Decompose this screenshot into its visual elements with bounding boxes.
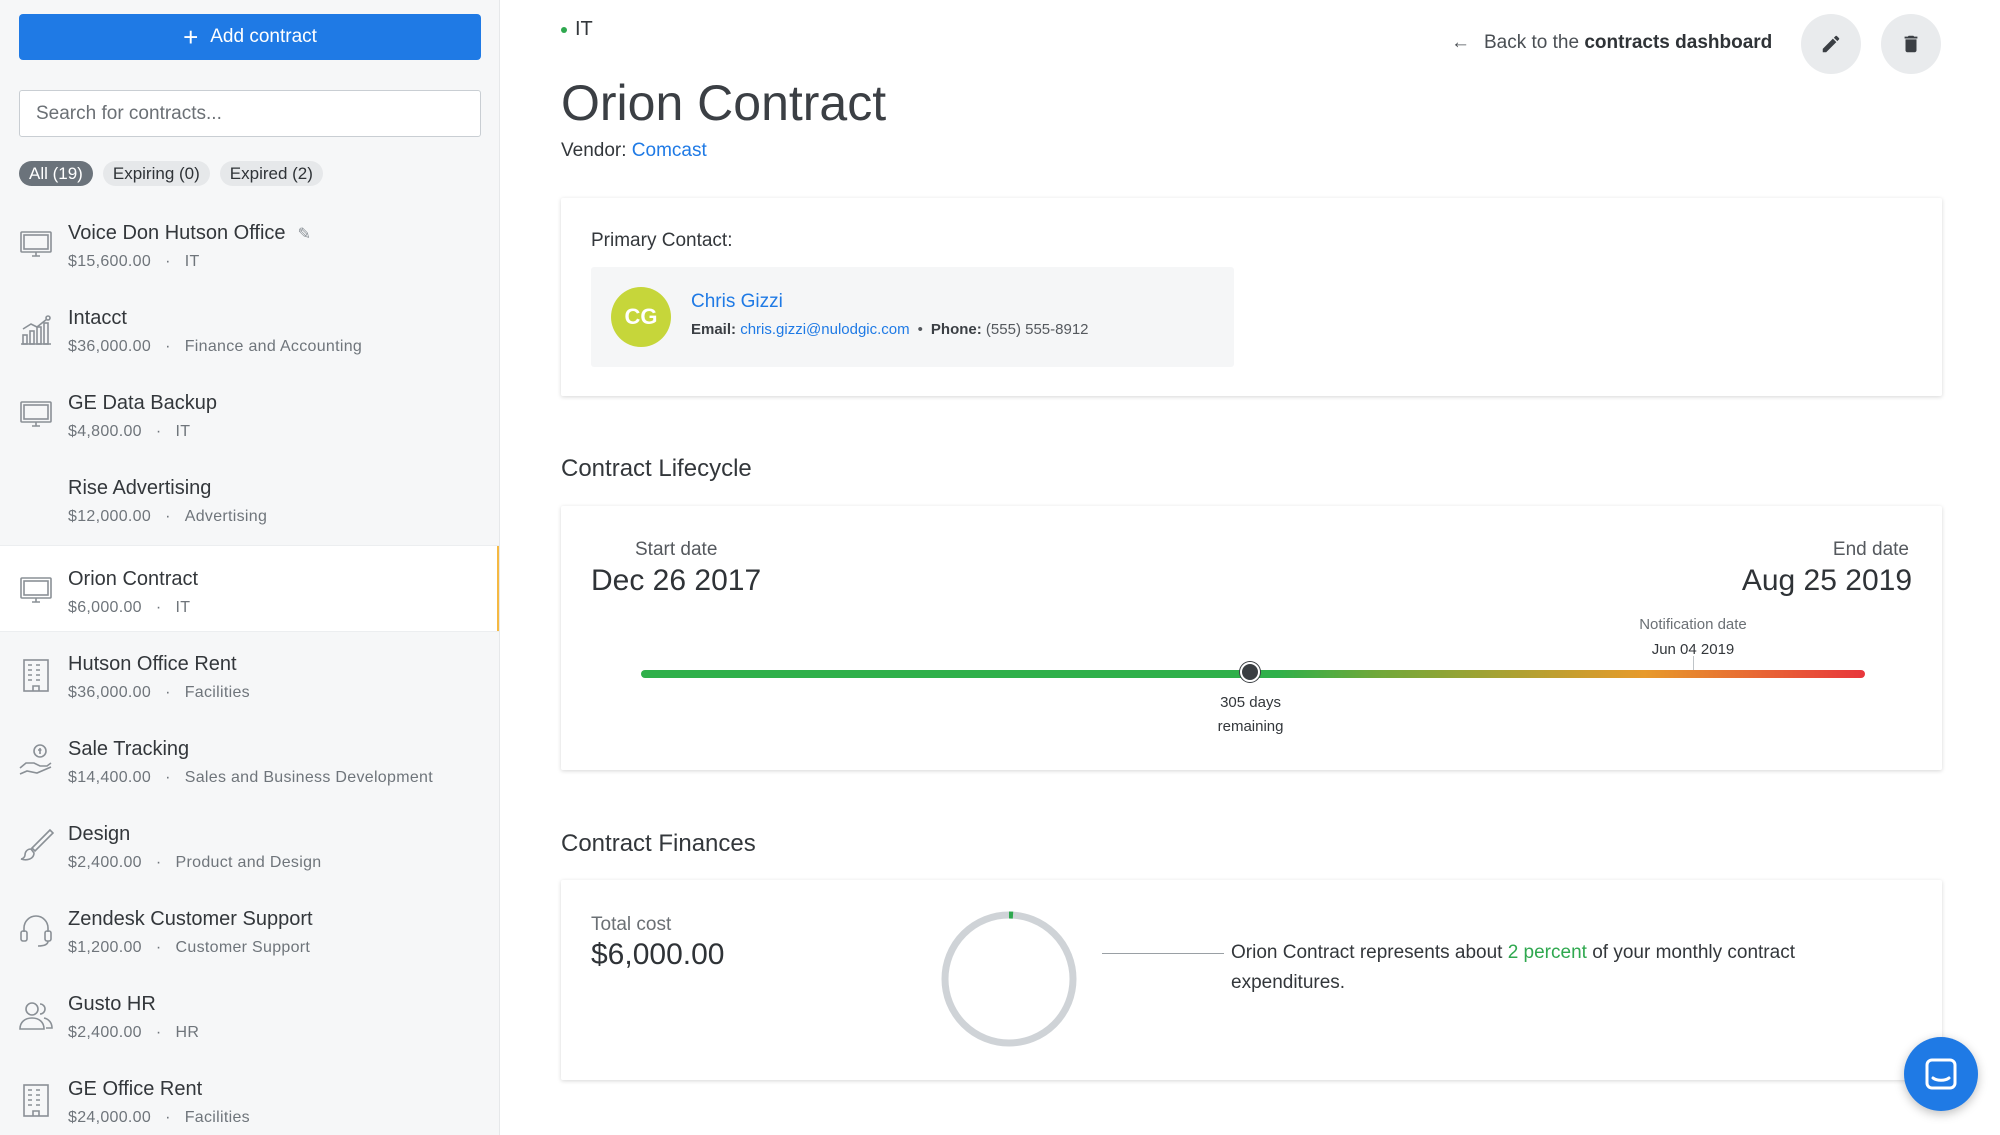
contract-item-gusto-hr[interactable]: Gusto HR $2,400.00 · HR bbox=[0, 971, 499, 1056]
contract-meta: $4,800.00 · IT bbox=[68, 423, 191, 440]
contract-meta: $15,600.00 · IT bbox=[68, 253, 200, 270]
filter-all[interactable]: All (19) bbox=[19, 161, 93, 186]
add-contract-button[interactable]: + Add contract bbox=[19, 14, 481, 60]
filter-chips: All (19) Expiring (0) Expired (2) bbox=[19, 161, 323, 186]
arrow-left-icon: ← bbox=[1451, 32, 1470, 53]
contract-title: Orion Contract bbox=[68, 568, 199, 590]
start-date-value: Dec 26 2017 bbox=[591, 564, 762, 597]
finance-summary: Orion Contract represents about 2 percen… bbox=[1231, 942, 1795, 993]
contract-item-design[interactable]: Design $2,400.00 · Product and Design bbox=[0, 801, 499, 886]
contract-item-zendesk-customer-support[interactable]: Zendesk Customer Support $1,200.00 · Custo… bbox=[0, 886, 499, 971]
contract-title: Sale Tracking bbox=[68, 738, 190, 760]
notification-date-label: Notification date bbox=[1639, 616, 1747, 633]
contact-phone: (555) 555-8912 bbox=[985, 321, 1089, 338]
contract-meta: $2,400.00 · HR bbox=[68, 1024, 200, 1041]
add-contract-label: Add contract bbox=[210, 26, 317, 47]
contract-meta: $14,400.00 · Sales and Business Developmen… bbox=[68, 769, 433, 786]
contract-meta: $12,000.00 · Advertising bbox=[68, 508, 268, 525]
primary-contact-card: Primary Contact: CG Chris Gizzi Email: c… bbox=[561, 198, 1942, 396]
money-hand-icon bbox=[18, 742, 54, 778]
donut-track bbox=[941, 911, 1077, 1047]
contact-box: CG Chris Gizzi Email: chris.gizzi@nulodg… bbox=[591, 267, 1234, 367]
edit-button[interactable] bbox=[1801, 14, 1861, 74]
contract-item-voice-don-hutson-office[interactable]: Voice Don Hutson Office ✎ $15,600.00 · IT bbox=[0, 200, 499, 285]
leader-line bbox=[1102, 953, 1224, 954]
contract-item-ge-office-rent[interactable]: GE Office Rent $24,000.00 · Facilities bbox=[0, 1056, 499, 1135]
contract-detail: IT ← Back to the contracts dashboard Orio… bbox=[500, 0, 2000, 1135]
vendor-line: Vendor: Comcast bbox=[561, 140, 707, 161]
contact-info: Email: chris.gizzi@nulodgic.com • Phone: (… bbox=[691, 321, 1089, 338]
monitor-icon bbox=[18, 226, 54, 262]
total-cost-label: Total cost bbox=[591, 914, 672, 935]
finances-heading: Contract Finances bbox=[561, 830, 756, 857]
monitor-icon bbox=[18, 396, 54, 432]
status-dot bbox=[561, 26, 567, 33]
contract-title: Design bbox=[68, 823, 131, 845]
building-icon bbox=[18, 1082, 54, 1118]
contract-item-rise-advertising[interactable]: Rise Advertising $12,000.00 · Advertising bbox=[0, 455, 499, 540]
end-date-value: Aug 25 2019 bbox=[1741, 564, 1912, 597]
pencil-icon bbox=[1822, 35, 1840, 53]
avatar: CG bbox=[611, 287, 671, 347]
page-title: Orion Contract bbox=[561, 75, 887, 131]
trash-icon bbox=[1904, 35, 1918, 53]
plus-icon: + bbox=[183, 22, 199, 52]
vendor-link[interactable]: Comcast bbox=[631, 140, 707, 161]
contract-meta: $24,000.00 · Facilities bbox=[68, 1109, 250, 1126]
contract-item-intacct[interactable]: Intacct $36,000.00 · Finance and Accountin… bbox=[0, 285, 499, 370]
lifecycle-heading: Contract Lifecycle bbox=[561, 455, 752, 482]
expenditure-donut bbox=[941, 911, 1077, 1047]
contract-item-orion-contract[interactable]: Orion Contract $6,000.00 · IT bbox=[0, 546, 499, 631]
department-tag: IT bbox=[561, 18, 593, 41]
total-cost-value: $6,000.00 bbox=[591, 938, 725, 971]
contract-title: Intacct bbox=[68, 307, 127, 329]
contract-title: Zendesk Customer Support bbox=[68, 908, 313, 930]
contract-item-ge-data-backup[interactable]: GE Data Backup $4,800.00 · IT bbox=[0, 370, 499, 455]
days-remaining: 305 days remaining bbox=[1217, 694, 1284, 735]
delete-button[interactable] bbox=[1881, 14, 1941, 74]
filter-expired[interactable]: Expired (2) bbox=[219, 161, 323, 186]
contract-title: Rise Advertising bbox=[68, 477, 212, 499]
filter-expiring[interactable]: Expiring (0) bbox=[102, 161, 210, 186]
sidebar: + Add contract All (19) Expiring (0) Exp… bbox=[0, 0, 500, 1135]
contract-item-hutson-office-rent[interactable]: Hutson Office Rent $36,000.00 · Facilities bbox=[0, 631, 499, 716]
contract-meta: $2,400.00 · Product and Design bbox=[68, 854, 322, 871]
finances-card: Total cost $6,000.00 Orion Contract repr… bbox=[561, 880, 1942, 1080]
contract-meta: $1,200.00 · Customer Support bbox=[68, 939, 311, 956]
chat-icon bbox=[1925, 1058, 1957, 1090]
contract-item-sale-tracking[interactable]: Sale Tracking $14,400.00 · Sales and Busin… bbox=[0, 716, 499, 801]
lifecycle-card: Start date Dec 26 2017 End date Aug 25 2… bbox=[561, 506, 1942, 770]
chart-icon bbox=[18, 311, 54, 347]
contact-email-link[interactable]: chris.gizzi@nulodgic.com bbox=[740, 321, 910, 338]
start-date-label: Start date bbox=[635, 539, 718, 560]
contact-name-link[interactable]: Chris Gizzi bbox=[691, 291, 783, 312]
progress-knob bbox=[1239, 662, 1260, 682]
contract-meta: $6,000.00 · IT bbox=[68, 599, 191, 616]
headset-icon bbox=[18, 912, 54, 948]
attachment-icon: ✎ bbox=[297, 226, 311, 243]
notification-date-value: Jun 04 2019 bbox=[1651, 641, 1735, 658]
chat-launcher-button[interactable] bbox=[1904, 1037, 1978, 1111]
brush-icon bbox=[18, 827, 55, 863]
contract-title: GE Data Backup bbox=[68, 392, 217, 414]
contract-title: Gusto HR bbox=[68, 993, 156, 1015]
notification-marker bbox=[1693, 656, 1694, 674]
search-input[interactable] bbox=[19, 90, 481, 137]
contract-title: Voice Don Hutson Office ✎ bbox=[68, 222, 311, 244]
building-icon bbox=[18, 657, 54, 693]
contract-meta: $36,000.00 · Finance and Accounting bbox=[68, 338, 363, 355]
monitor-icon bbox=[18, 572, 54, 608]
people-icon bbox=[18, 997, 54, 1033]
end-date-label: End date bbox=[1832, 539, 1909, 560]
contract-title: GE Office Rent bbox=[68, 1078, 203, 1100]
donut-arc bbox=[941, 911, 1077, 1047]
contract-meta: $36,000.00 · Facilities bbox=[68, 684, 250, 701]
primary-contact-label: Primary Contact: bbox=[591, 230, 733, 251]
contract-title: Hutson Office Rent bbox=[68, 653, 237, 675]
back-to-dashboard-link[interactable]: ← Back to the contracts dashboard bbox=[1451, 32, 1773, 53]
